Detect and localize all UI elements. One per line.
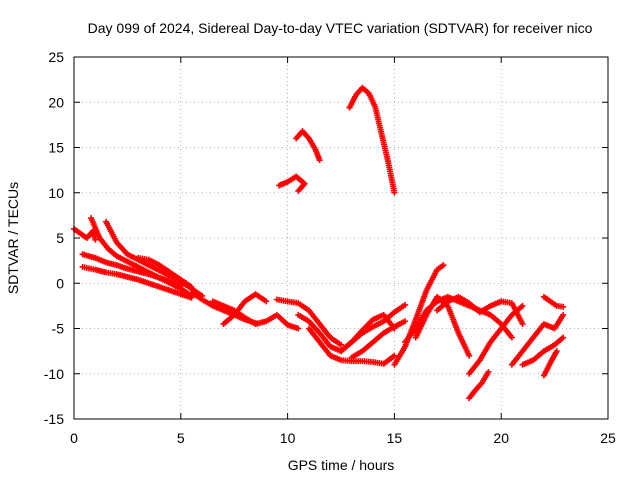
series-arc-15 [276,173,308,194]
data-point [402,318,409,325]
series-arc-23 [466,368,492,402]
series-arc-27 [540,348,560,379]
y-tick-label: 0 [56,275,64,291]
data-point [338,341,344,348]
series-arc-5 [79,263,195,301]
series-arc-25 [540,293,567,310]
data-point [519,302,526,309]
data-point [295,325,302,332]
series-arc-18 [391,262,447,368]
series-arc-10 [273,296,344,348]
data-point [391,189,398,196]
data-point [519,320,526,327]
data-point [188,283,195,290]
x-axis-label: GPS time / hours [288,457,395,473]
series-arc-12 [305,325,398,367]
data-point [508,334,515,341]
series-arc-16 [293,128,323,164]
data-point [391,352,398,359]
grid [74,57,608,419]
y-tick-label: 20 [48,94,64,110]
x-tick-label: 5 [177,430,185,446]
y-tick-label: 5 [56,230,64,246]
series-arc-14 [348,318,409,361]
series-arc-24 [508,311,567,368]
data-point [92,236,99,243]
series-arc-9 [220,291,270,327]
y-tick-label: -15 [44,411,64,427]
data-point [466,352,473,359]
data-point [177,282,184,289]
data-point [485,368,492,375]
data-point [263,298,270,305]
data-point [560,303,567,310]
y-axis-label: SDTVAR / TECUs [5,182,21,294]
data-point [553,348,560,355]
plot-frame [73,56,609,420]
x-tick-label: 20 [493,430,509,446]
x-tick-label: 25 [600,430,616,446]
x-tick-label: 0 [70,430,78,446]
y-tick-label: -10 [44,366,64,382]
y-tick-label: 15 [48,140,64,156]
data-point [188,294,195,301]
y-tick-label: 10 [48,185,64,201]
series-arc-13 [338,311,398,355]
data-point [440,262,447,269]
data-point [560,334,567,341]
series-arc-26 [519,334,567,368]
data-point [402,301,409,308]
series-arc-8 [209,298,302,332]
data-point [316,157,323,164]
series-arc-4 [79,251,184,289]
data-point [295,187,302,194]
series-arc-17 [346,84,398,196]
chart-title: Day 099 of 2024, Sidereal Day-to-day VTE… [88,20,593,36]
y-tick-label: 25 [48,49,64,65]
data-point [560,311,567,318]
data-points [71,84,567,402]
axis-ticks: 0 5 10 15 20 25 -15 -10 -5 0 5 10 15 20 25 [44,49,616,446]
x-tick-label: 10 [280,430,296,446]
x-tick-label: 15 [387,430,403,446]
series-arc-6 [135,254,195,290]
series-arc-22 [466,302,526,377]
y-tick-label: -5 [52,321,65,337]
